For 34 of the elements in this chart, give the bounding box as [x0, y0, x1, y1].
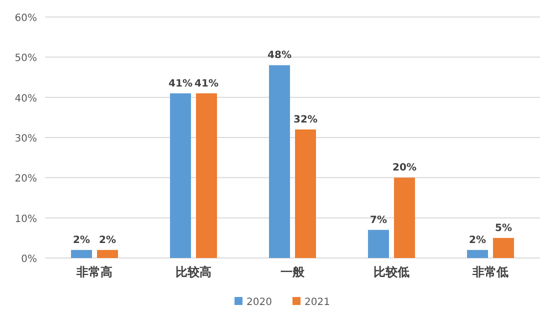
x-tick-label: 非常低: [472, 265, 508, 279]
y-tick-label: 50%: [14, 53, 37, 64]
bar: [196, 93, 217, 258]
bar: [71, 250, 92, 258]
y-tick-label: 20%: [14, 174, 37, 185]
legend-label: 2021: [304, 297, 330, 308]
data-label: 48%: [268, 50, 292, 62]
x-tick-label: 比较低: [374, 265, 410, 279]
legend-label: 2020: [246, 297, 272, 308]
x-tick-label: 一般: [280, 265, 306, 279]
data-label: 7%: [370, 214, 387, 226]
y-tick-label: 60%: [14, 13, 37, 24]
data-label: 2%: [73, 234, 90, 246]
x-tick-label: 比较高: [176, 265, 212, 279]
y-tick-label: 30%: [14, 134, 37, 144]
data-label: 2%: [469, 234, 486, 246]
y-tick-label: 40%: [14, 93, 37, 104]
bar: [170, 93, 191, 258]
data-label: 20%: [392, 162, 416, 174]
y-tick-label: 0%: [21, 254, 37, 265]
bar: [269, 65, 290, 258]
bar: [493, 238, 514, 258]
y-tick-label: 10%: [14, 214, 37, 225]
bar: [394, 178, 415, 258]
bar: [97, 250, 118, 258]
data-label: 5%: [495, 222, 512, 234]
x-tick-label: 非常高: [76, 265, 112, 279]
bar: [368, 230, 389, 258]
data-label: 41%: [194, 78, 218, 90]
data-label: 41%: [168, 78, 192, 90]
data-label: 2%: [99, 234, 116, 246]
bar: [295, 129, 316, 258]
bar: [467, 250, 488, 258]
data-label: 32%: [294, 114, 318, 126]
